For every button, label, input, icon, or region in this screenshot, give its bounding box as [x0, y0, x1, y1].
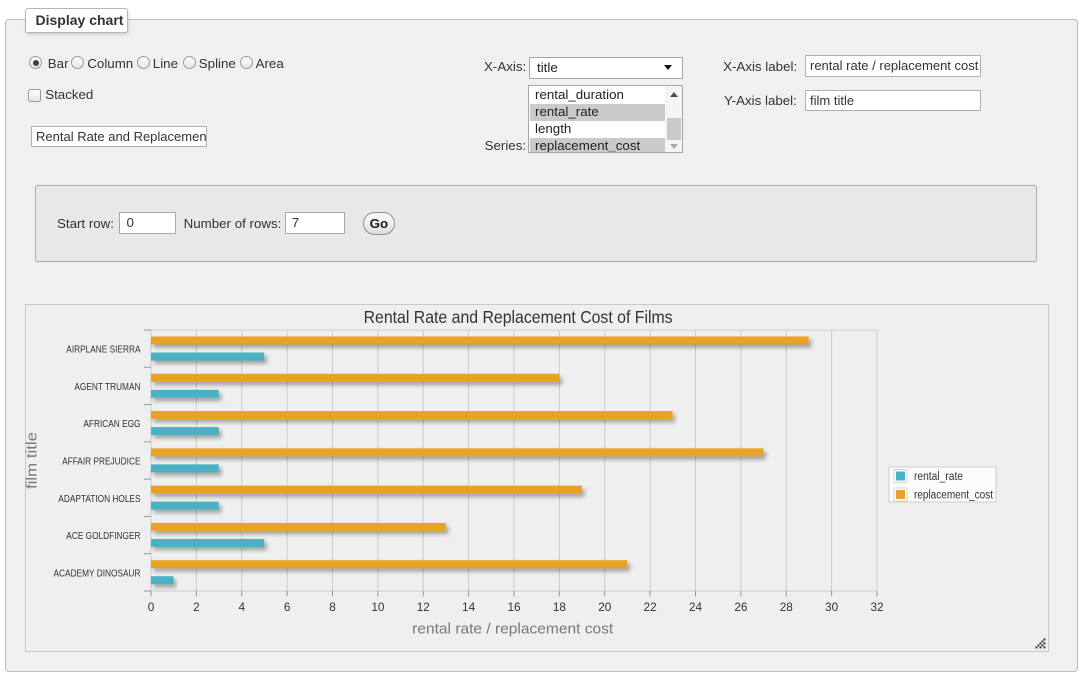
svg-text:AFRICAN EGG: AFRICAN EGG — [83, 418, 140, 430]
svg-text:4: 4 — [238, 599, 245, 613]
svg-text:ADAPTATION HOLES: ADAPTATION HOLES — [58, 492, 140, 504]
svg-text:14: 14 — [462, 599, 476, 613]
svg-text:ACADEMY DINOSAUR: ACADEMY DINOSAUR — [53, 567, 140, 579]
svg-text:0: 0 — [147, 599, 154, 613]
svg-text:10: 10 — [371, 599, 385, 613]
svg-text:AFFAIR PREJUDICE: AFFAIR PREJUDICE — [62, 455, 140, 467]
svg-text:26: 26 — [734, 599, 748, 613]
svg-text:30: 30 — [825, 599, 839, 613]
svg-text:22: 22 — [643, 599, 656, 613]
svg-text:rental_rate: rental_rate — [914, 471, 963, 483]
svg-text:18: 18 — [552, 599, 566, 613]
svg-text:20: 20 — [598, 599, 612, 613]
svg-text:16: 16 — [507, 599, 521, 613]
svg-text:28: 28 — [779, 599, 793, 613]
svg-text:replacement_cost: replacement_cost — [914, 489, 994, 501]
svg-text:film title: film title — [25, 432, 41, 489]
svg-text:12: 12 — [416, 599, 429, 613]
svg-text:8: 8 — [329, 599, 336, 613]
svg-text:AIRPLANE SIERRA: AIRPLANE SIERRA — [66, 343, 140, 355]
svg-text:AGENT TRUMAN: AGENT TRUMAN — [74, 380, 140, 392]
svg-text:32: 32 — [870, 599, 883, 613]
svg-text:ACE GOLDFINGER: ACE GOLDFINGER — [66, 530, 141, 542]
svg-text:Rental Rate and Replacement Co: Rental Rate and Replacement Cost of Film… — [363, 306, 672, 326]
svg-text:2: 2 — [193, 599, 200, 613]
svg-text:rental rate / replacement cost: rental rate / replacement cost — [412, 621, 613, 637]
svg-text:24: 24 — [688, 599, 702, 613]
svg-text:6: 6 — [283, 599, 290, 613]
